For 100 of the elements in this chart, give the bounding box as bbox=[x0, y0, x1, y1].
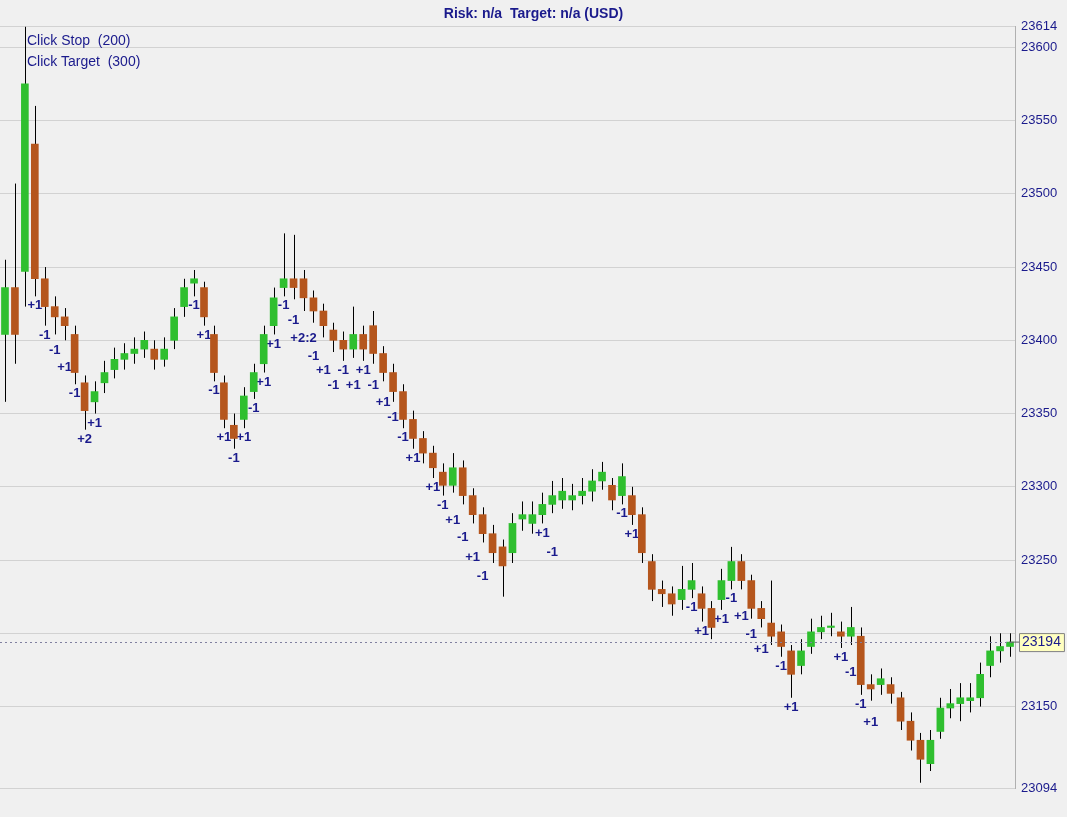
candlestick bbox=[588, 468, 596, 502]
text: -1 bbox=[307, 347, 320, 363]
candlestick bbox=[886, 676, 895, 705]
text: +1 bbox=[256, 373, 272, 389]
candlestick bbox=[359, 325, 368, 362]
y-tick-label: 23500 bbox=[1021, 185, 1058, 201]
text: -1 bbox=[367, 376, 379, 392]
candlestick bbox=[120, 342, 129, 371]
candlestick bbox=[767, 580, 776, 646]
candlestick bbox=[528, 500, 537, 535]
candlestick bbox=[737, 553, 746, 590]
y-tick-label: 23550 bbox=[1021, 112, 1058, 128]
candlestick bbox=[299, 269, 308, 312]
candlestick bbox=[548, 480, 557, 514]
text: -1 bbox=[745, 625, 758, 641]
candlestick bbox=[667, 585, 676, 617]
y-tick-label: 23150 bbox=[1021, 698, 1058, 714]
text: -1 bbox=[48, 341, 61, 357]
candlestick bbox=[618, 462, 626, 505]
candlestick bbox=[966, 682, 975, 713]
candlestick bbox=[130, 336, 139, 365]
candlestick bbox=[956, 682, 965, 722]
candlestick bbox=[309, 290, 318, 324]
candlestick bbox=[837, 621, 845, 649]
text: +1 bbox=[624, 525, 640, 541]
candlestick bbox=[866, 673, 875, 702]
y-tick-label: 23600 bbox=[1021, 38, 1058, 54]
candlestick bbox=[558, 477, 567, 510]
text: -1 bbox=[247, 399, 260, 415]
text: -1 bbox=[854, 695, 867, 711]
candlestick bbox=[339, 331, 348, 362]
candlestick bbox=[797, 638, 805, 675]
text: -1 bbox=[845, 664, 857, 680]
text: -1 bbox=[39, 326, 51, 342]
text: -1 bbox=[327, 377, 340, 393]
text: +1 bbox=[375, 394, 391, 410]
candlestick bbox=[389, 363, 397, 403]
candlestick bbox=[379, 345, 387, 382]
candlestick bbox=[876, 667, 885, 696]
text: +1 bbox=[216, 429, 232, 445]
candlestick bbox=[448, 452, 457, 494]
candlestick bbox=[90, 380, 99, 415]
text: +1 bbox=[783, 698, 799, 714]
text: +1 bbox=[57, 359, 73, 375]
candlestick bbox=[160, 336, 169, 368]
text: -1 bbox=[277, 297, 290, 313]
candlestick bbox=[429, 445, 437, 479]
text: +1 bbox=[236, 429, 252, 445]
candlestick bbox=[180, 278, 188, 318]
candlestick bbox=[140, 331, 149, 359]
candlestick bbox=[916, 732, 925, 784]
y-tick-label: 23400 bbox=[1021, 331, 1058, 347]
text: +1 bbox=[863, 713, 879, 729]
candlestick bbox=[777, 624, 785, 658]
y-tick-label: 23250 bbox=[1021, 551, 1058, 567]
text: +1 bbox=[714, 610, 729, 626]
text: -1 bbox=[188, 297, 200, 313]
candlestick bbox=[568, 483, 577, 511]
text: +1 bbox=[445, 511, 461, 527]
candlestick bbox=[349, 306, 358, 359]
candlestick bbox=[827, 612, 835, 637]
text: -1 bbox=[68, 385, 81, 401]
text: -1 bbox=[685, 599, 698, 615]
candlestick bbox=[230, 413, 238, 450]
text: +1 bbox=[694, 622, 709, 638]
text: +1 bbox=[355, 361, 371, 377]
candlestick bbox=[319, 303, 328, 338]
candlestick bbox=[150, 339, 159, 371]
candlestick bbox=[996, 632, 1004, 664]
candlestick bbox=[697, 585, 706, 623]
text: +1 bbox=[425, 479, 441, 495]
candlestick bbox=[419, 430, 427, 464]
text: +1 bbox=[345, 376, 361, 392]
text: +1 bbox=[733, 608, 749, 624]
text: +1 bbox=[465, 548, 481, 564]
text: +1 bbox=[405, 449, 421, 465]
text: -1 bbox=[476, 567, 489, 583]
candlestick bbox=[60, 307, 69, 341]
candlestick bbox=[518, 500, 527, 532]
candlestick bbox=[190, 269, 198, 297]
candlestick bbox=[757, 600, 766, 628]
text: -1 bbox=[208, 382, 220, 398]
candlestick bbox=[110, 347, 119, 379]
candlestick bbox=[717, 568, 726, 611]
y-tick-label: 23450 bbox=[1021, 258, 1058, 274]
candlestick bbox=[488, 524, 497, 564]
text: +2 bbox=[77, 430, 92, 446]
candlestick bbox=[687, 562, 696, 599]
candlestick bbox=[289, 234, 298, 300]
text: -1 bbox=[387, 408, 399, 424]
text: -1 bbox=[616, 505, 628, 521]
text: +1 bbox=[27, 297, 43, 313]
ref-line-label: 23194 bbox=[1022, 632, 1062, 649]
text: +1 bbox=[87, 414, 102, 430]
candlestick bbox=[468, 487, 477, 524]
text: +2:2 bbox=[290, 330, 317, 346]
candlestick bbox=[628, 486, 636, 526]
text: -1 bbox=[775, 657, 787, 673]
y-tick-label: 23350 bbox=[1021, 405, 1058, 421]
candlestick bbox=[846, 606, 855, 646]
